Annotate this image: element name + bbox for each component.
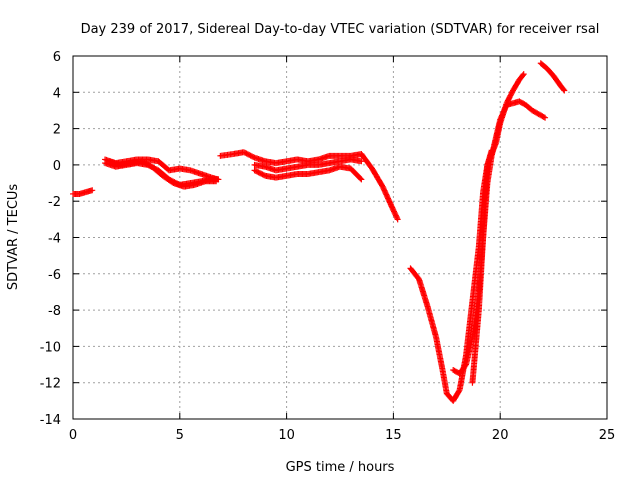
data-point-fill	[252, 168, 267, 179]
data-point	[358, 176, 365, 183]
data-point-fill	[160, 173, 176, 186]
data-point	[561, 87, 568, 94]
data-point-fill	[424, 304, 439, 339]
series-b2	[251, 163, 365, 183]
series-dip3	[469, 147, 495, 386]
data-point	[358, 158, 365, 165]
data-point	[542, 114, 549, 121]
y-tick-label: -12	[40, 377, 61, 392]
data-point-fill	[517, 99, 528, 108]
series-late	[537, 60, 568, 94]
data-point	[138, 158, 145, 165]
chart-title: Day 239 of 2017, Sidereal Day-to-day VTE…	[81, 22, 600, 37]
data-point-fill	[156, 159, 172, 173]
series-b3	[251, 156, 365, 174]
axis-ticks	[72, 55, 608, 420]
y-tick-label: -4	[48, 232, 61, 247]
data-point-fill	[380, 184, 396, 212]
data-point-fill	[497, 103, 510, 122]
data-point	[394, 216, 401, 223]
data-point-fill	[545, 66, 556, 78]
data-point-fill	[450, 388, 462, 403]
data-point	[251, 167, 258, 174]
y-tick-label: 2	[53, 123, 61, 138]
data-point-fill	[416, 277, 431, 309]
data-point	[520, 71, 527, 78]
data-point-fill	[150, 164, 165, 178]
data-points	[70, 60, 568, 404]
data-point-fill	[369, 166, 386, 189]
series-b1	[217, 149, 401, 223]
y-tick-label: 0	[53, 159, 61, 174]
data-point-fill	[484, 148, 495, 167]
data-point	[89, 187, 96, 194]
data-point-fill	[551, 74, 563, 87]
y-tick-label: -6	[48, 268, 61, 283]
data-point-fill	[475, 235, 487, 312]
data-point-fill	[517, 72, 526, 82]
y-axis-label: SDTVAR / TECUs	[6, 184, 21, 291]
y-tick-label: -10	[40, 340, 61, 355]
y-tick-labels: -14 -12 -10 -8 -6 -4 -2 0 2 4 6	[40, 50, 61, 428]
data-point-fill	[530, 108, 541, 117]
series-early	[70, 187, 96, 197]
data-point	[488, 147, 495, 154]
data-point-fill	[480, 163, 491, 240]
data-point-fill	[538, 61, 550, 71]
data-point-fill	[457, 362, 469, 376]
x-tick-label: 15	[385, 428, 402, 443]
x-tick-label: 0	[69, 428, 77, 443]
data-point	[213, 178, 220, 185]
data-point-fill	[469, 245, 482, 303]
data-point-fill	[493, 117, 503, 140]
data-point-fill	[348, 166, 364, 182]
data-point-fill	[242, 149, 257, 160]
data-point-fill	[557, 83, 567, 93]
data-point-fill	[536, 111, 547, 120]
x-tick-label: 20	[492, 428, 509, 443]
data-point-fill	[439, 368, 450, 396]
y-tick-label: 4	[53, 86, 61, 101]
data-point-fill	[408, 266, 422, 282]
data-point-fill	[359, 152, 375, 171]
y-tick-label: -2	[48, 195, 61, 210]
y-tick-label: -8	[48, 304, 61, 319]
x-tick-label: 10	[278, 428, 295, 443]
x-tick-label: 5	[176, 428, 184, 443]
y-tick-label: 6	[53, 50, 61, 65]
x-axis-label: GPS time / hours	[286, 460, 395, 475]
data-point-fill	[218, 151, 235, 159]
data-point-fill	[504, 88, 516, 105]
data-point-fill	[463, 335, 476, 367]
y-tick-label: -14	[40, 413, 61, 428]
grid	[73, 56, 607, 419]
data-point-fill	[433, 335, 446, 372]
series-a3	[106, 158, 220, 190]
data-point-fill	[139, 158, 154, 170]
data-point-fill	[523, 102, 535, 113]
x-tick-label: 25	[599, 428, 616, 443]
data-point-fill	[391, 208, 401, 222]
data-point-fill	[469, 308, 482, 385]
data-point-fill	[510, 77, 522, 93]
x-tick-labels: 0 5 10 15 20 25	[69, 428, 615, 443]
data-point	[240, 149, 247, 156]
